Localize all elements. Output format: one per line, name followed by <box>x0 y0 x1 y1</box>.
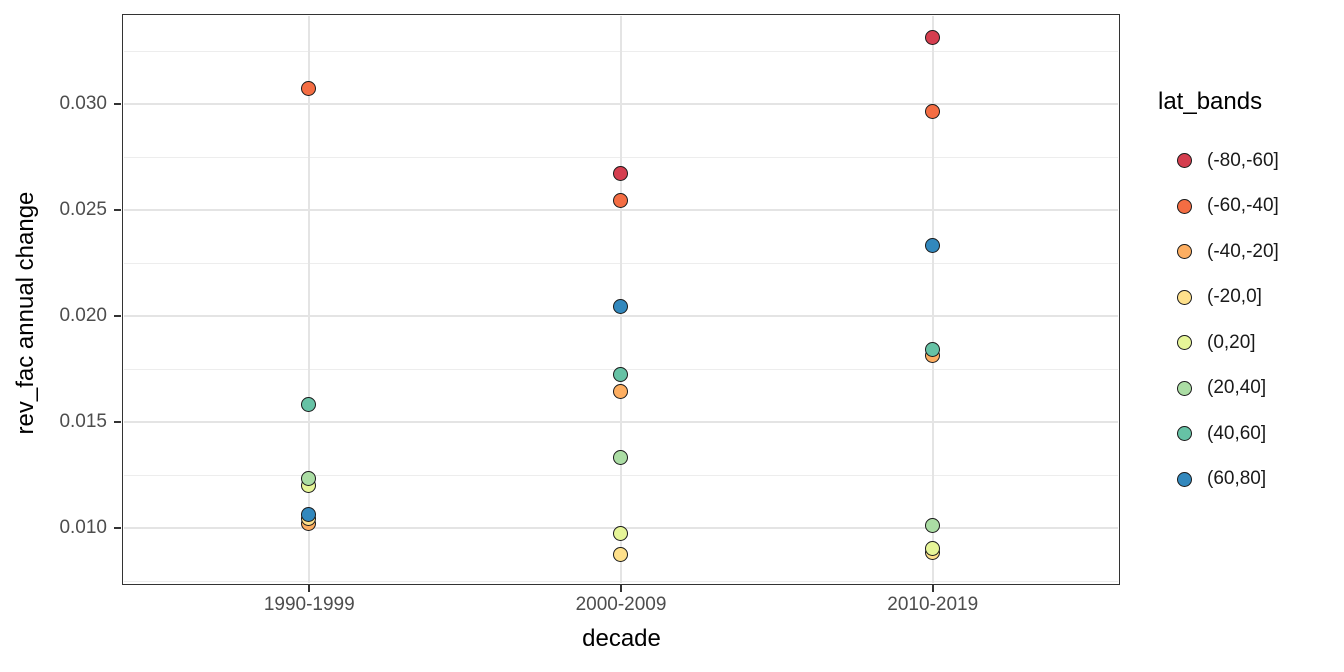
data-point <box>612 526 628 542</box>
y-tick-label: 0.015 <box>59 411 107 432</box>
legend-item: (-60,-40] <box>1177 184 1279 230</box>
legend-item: (-20,0] <box>1177 275 1279 321</box>
legend-dot-icon <box>1177 335 1192 351</box>
x-tick-mark <box>931 585 934 592</box>
legend-item: (40,60] <box>1177 411 1279 457</box>
legend-title: lat_bands <box>1158 88 1263 115</box>
data-point <box>301 507 317 523</box>
data-point <box>612 384 628 400</box>
legend-dot-icon <box>1177 289 1192 305</box>
data-point <box>301 471 317 487</box>
data-point <box>301 396 317 412</box>
data-point <box>301 81 317 97</box>
x-tick-mark <box>308 585 311 592</box>
x-tick-label: 1990-1999 <box>263 594 355 615</box>
y-tick-mark <box>114 527 121 529</box>
data-point <box>612 299 628 315</box>
legend-item-label: (20,40] <box>1207 377 1267 399</box>
y-axis-title: rev_fac annual change <box>12 191 39 435</box>
data-point <box>924 541 940 557</box>
y-tick-mark <box>114 103 121 105</box>
legend-item-label: (-40,-20] <box>1207 240 1279 262</box>
x-tick-mark <box>620 585 622 592</box>
gridline-vertical <box>308 16 311 583</box>
data-point <box>612 449 628 465</box>
y-tick-label: 0.020 <box>59 305 107 326</box>
legend-item-label: (0,20] <box>1207 331 1256 353</box>
legend-dot-icon <box>1177 471 1192 487</box>
y-tick-label: 0.025 <box>59 199 107 220</box>
legend-item-label: (-20,0] <box>1207 286 1262 308</box>
legend-item: (-80,-60] <box>1177 138 1279 184</box>
legend-item-label: (60,80] <box>1207 468 1267 490</box>
legend-item-label: (-60,-40] <box>1207 195 1279 217</box>
legend-item: (20,40] <box>1177 366 1279 412</box>
legend-dot-icon <box>1177 244 1192 260</box>
data-point <box>924 237 940 253</box>
data-point <box>612 367 628 383</box>
data-point <box>924 517 940 533</box>
data-point <box>924 30 940 46</box>
x-tick-label: 2000-2009 <box>575 594 667 615</box>
legend-dot-icon <box>1177 198 1192 214</box>
y-tick-mark <box>114 209 121 211</box>
legend-item-label: (-80,-60] <box>1207 149 1279 171</box>
data-point <box>612 547 628 563</box>
y-tick-label: 0.030 <box>59 93 107 114</box>
y-tick-mark <box>114 315 121 317</box>
data-point <box>612 193 628 209</box>
data-point <box>924 341 940 357</box>
legend-dot-icon <box>1177 153 1192 169</box>
legend-item: (0,20] <box>1177 320 1279 366</box>
legend-item-label: (40,60] <box>1207 422 1267 444</box>
x-tick-label: 2010-2019 <box>887 594 979 615</box>
legend-dot-icon <box>1177 380 1192 396</box>
legend: lat_bands (-80,-60] (-60,-40] (-40,-20] (-2… <box>1158 88 1279 502</box>
gridline-vertical <box>931 16 934 583</box>
y-tick-mark <box>114 421 121 423</box>
data-point <box>612 165 628 181</box>
y-tick-label: 0.010 <box>59 517 107 538</box>
x-axis-title: decade <box>582 625 661 652</box>
legend-dot-icon <box>1177 426 1192 442</box>
legend-item: (60,80] <box>1177 457 1279 503</box>
legend-item: (-40,-20] <box>1177 229 1279 275</box>
legend-items: (-80,-60] (-60,-40] (-40,-20] (-20,0] (0,20]… <box>1158 138 1279 502</box>
data-point <box>924 104 940 120</box>
